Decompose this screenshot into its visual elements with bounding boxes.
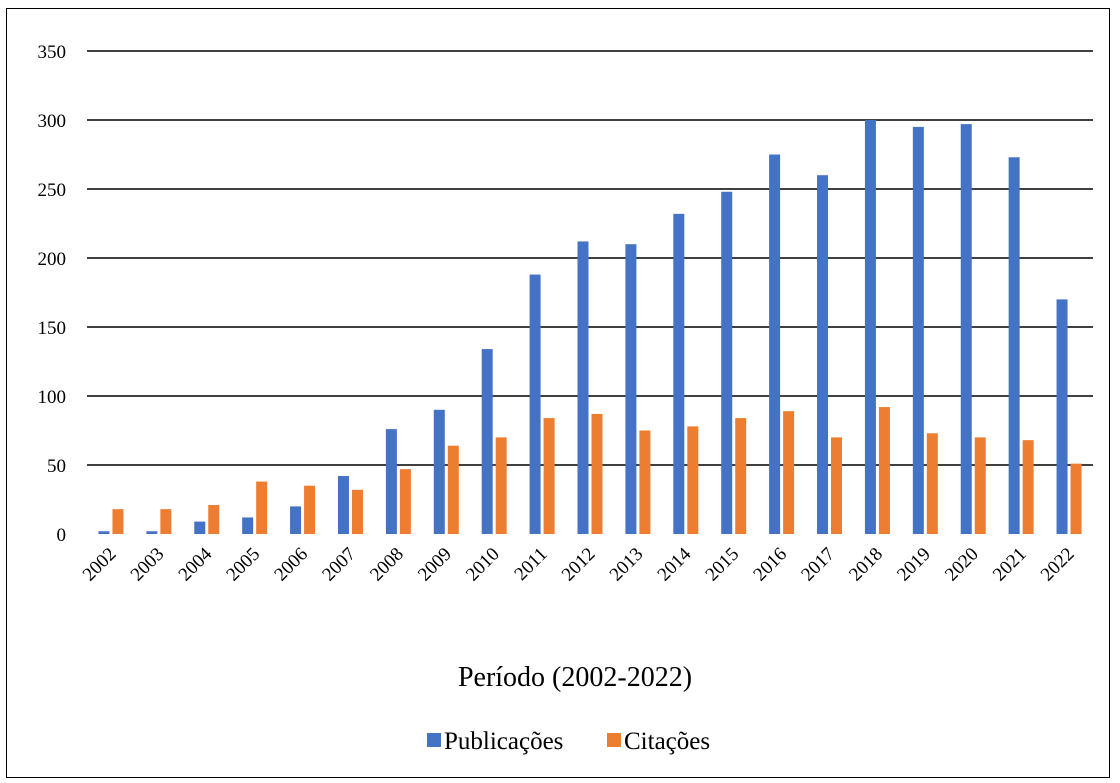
x-tick-label-2002: 2002 [79,544,121,586]
x-tick-label-2011: 2011 [510,544,551,585]
bar-citacoes-2020[interactable] [974,437,986,534]
x-tick-label-2019: 2019 [893,544,935,586]
bar-publicacoes-2018[interactable] [864,120,876,534]
x-tick-label-2012: 2012 [558,544,600,586]
bar-citacoes-2012[interactable] [591,413,603,534]
x-tick-label-2009: 2009 [414,544,456,586]
bar-publicacoes-2004[interactable] [194,521,206,534]
x-tick-label-2022: 2022 [1037,544,1079,586]
x-tick-label-2013: 2013 [606,544,648,586]
bars [98,120,1082,535]
y-tick-label-150: 150 [38,318,67,339]
bar-citacoes-2010[interactable] [495,437,507,534]
y-tick-label-200: 200 [38,249,67,270]
y-tick-label-300: 300 [38,111,67,132]
bar-citacoes-2002[interactable] [112,509,124,534]
x-tick-label-2015: 2015 [702,544,744,586]
bar-publicacoes-2008[interactable] [385,429,397,534]
bar-publicacoes-2012[interactable] [577,241,589,534]
bar-publicacoes-2005[interactable] [242,517,254,534]
x-tick-label-2004: 2004 [175,543,217,585]
bar-publicacoes-2003[interactable] [146,531,158,534]
x-axis-title: Período (2002-2022) [458,662,692,693]
x-tick-label-2010: 2010 [462,544,504,586]
bar-publicacoes-2015[interactable] [721,191,733,534]
bar-publicacoes-2016[interactable] [769,154,781,535]
bar-citacoes-2013[interactable] [639,430,651,535]
bar-citacoes-2014[interactable] [687,426,699,534]
bar-publicacoes-2017[interactable] [817,175,829,534]
x-tick-label-2021: 2021 [989,544,1031,586]
bar-citacoes-2004[interactable] [208,505,220,534]
bar-publicacoes-2009[interactable] [433,409,445,534]
bar-citacoes-2009[interactable] [447,445,459,534]
bar-publicacoes-2002[interactable] [98,531,110,534]
legend-label-citacoes: Citações [624,728,710,755]
legend-label-publicacoes: Publicações [444,728,563,755]
bar-publicacoes-2010[interactable] [481,349,493,534]
x-tick-label-2014: 2014 [654,543,696,585]
gridlines [87,50,1093,466]
bar-publicacoes-2022[interactable] [1056,299,1068,534]
y-tick-label-250: 250 [38,180,67,201]
bar-citacoes-2005[interactable] [256,481,268,534]
bar-citacoes-2016[interactable] [783,411,795,534]
bar-citacoes-2011[interactable] [543,418,555,534]
x-tick-label-2016: 2016 [749,544,791,586]
bar-citacoes-2018[interactable] [878,407,890,534]
bar-citacoes-2006[interactable] [304,485,316,534]
x-tick-label-2007: 2007 [318,544,360,586]
bar-citacoes-2022[interactable] [1070,463,1082,534]
y-tick-label-50: 50 [47,456,66,477]
y-tick-label-0: 0 [57,525,67,546]
legend-swatch-citacoes [607,733,621,747]
y-tick-label-350: 350 [38,42,67,63]
x-tick-label-2018: 2018 [845,544,887,586]
x-tick-label-2017: 2017 [797,544,839,586]
bar-publicacoes-2014[interactable] [673,213,685,534]
chart-frame [6,8,1110,778]
x-tick-label-2020: 2020 [941,544,983,586]
legend-swatch-publicacoes [427,733,441,747]
x-tick-label-2008: 2008 [366,544,408,586]
x-axis-tick-labels: 2002 2003 2004 2005 2006 2007 2008 2009 2010 2011… [79,543,1079,585]
bar-publicacoes-2019[interactable] [912,126,924,535]
legend[interactable]: Publicações Citações [427,728,710,755]
bar-publicacoes-2013[interactable] [625,244,637,534]
bar-publicacoes-2011[interactable] [529,274,541,534]
bar-citacoes-2021[interactable] [1022,440,1034,534]
bar-citacoes-2008[interactable] [399,469,411,534]
bar-citacoes-2019[interactable] [926,433,938,534]
bar-publicacoes-2007[interactable] [337,476,349,534]
bar-citacoes-2015[interactable] [735,418,747,534]
bar-publicacoes-2021[interactable] [1008,157,1020,534]
y-tick-label-100: 100 [38,387,67,408]
bar-publicacoes-2006[interactable] [290,506,302,534]
x-tick-label-2006: 2006 [270,544,312,586]
bar-citacoes-2003[interactable] [160,509,172,534]
x-tick-label-2005: 2005 [222,544,264,586]
y-axis-tick-labels: 0 50 100 150 200 250 300 350 [38,42,67,546]
bar-publicacoes-2020[interactable] [960,124,972,534]
bar-citacoes-2007[interactable] [351,489,363,534]
x-tick-label-2003: 2003 [127,544,169,586]
bar-citacoes-2017[interactable] [831,437,843,534]
